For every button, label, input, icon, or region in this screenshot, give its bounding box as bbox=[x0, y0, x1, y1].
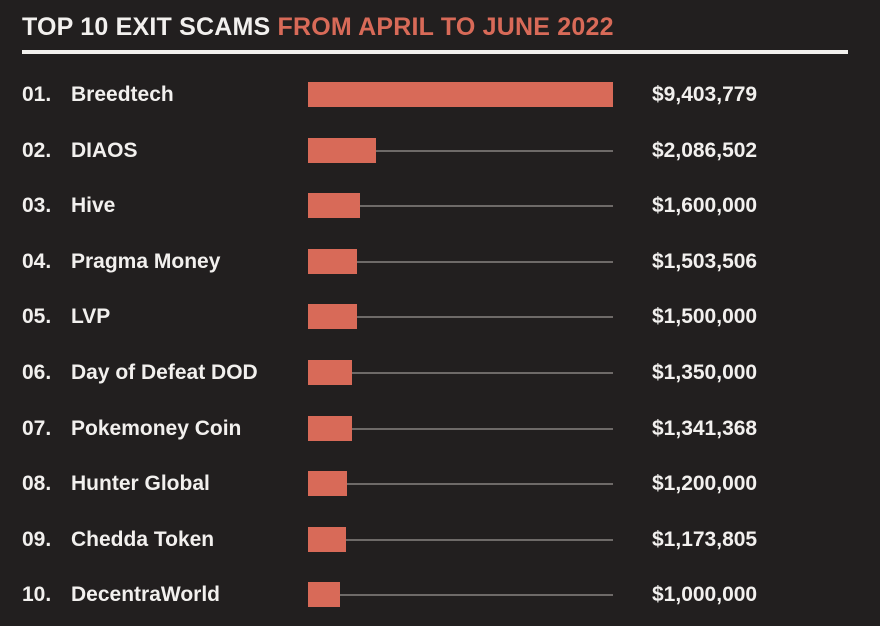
bar-track bbox=[308, 538, 613, 541]
rank-label: 04. bbox=[22, 249, 52, 273]
value-label: $9,403,779 bbox=[652, 83, 758, 106]
chart-row: 09. Chedda Token $1,173,805 bbox=[0, 520, 880, 560]
bar-track bbox=[308, 316, 613, 319]
chart-row: 08. Hunter Global $1,200,000 bbox=[0, 464, 880, 504]
category-label: Hunter Global bbox=[71, 472, 210, 496]
chart-title-accent: FROM APRIL TO JUNE 2022 bbox=[277, 13, 614, 41]
category-label: LVP bbox=[71, 305, 111, 329]
category-label: Breedtech bbox=[71, 83, 174, 106]
bar bbox=[308, 360, 352, 385]
rank-label: 06. bbox=[22, 361, 52, 384]
bar bbox=[308, 193, 360, 219]
value-label: $1,200,000 bbox=[652, 472, 758, 496]
chart-row: 05. LVP $1,500,000 bbox=[0, 297, 880, 337]
rank-label: 05. bbox=[22, 305, 52, 329]
bar-track bbox=[308, 205, 613, 208]
bar bbox=[308, 82, 613, 107]
chart-row: 06. Day of Defeat DOD $1,350,000 bbox=[0, 353, 880, 393]
rank-label: 09. bbox=[22, 527, 52, 551]
rank-label: 03. bbox=[22, 194, 52, 218]
chart-row: 04. Pragma Money $1,503,506 bbox=[0, 242, 880, 282]
category-label: Pragma Money bbox=[71, 249, 221, 273]
bar-track bbox=[308, 594, 613, 597]
category-label: DIAOS bbox=[71, 138, 138, 162]
bar-track bbox=[308, 372, 613, 374]
category-label: DecentraWorld bbox=[71, 583, 220, 607]
rank-label: 02. bbox=[22, 138, 52, 162]
chart-row: 03. Hive $1,600,000 bbox=[0, 186, 880, 226]
value-label: $1,341,368 bbox=[652, 416, 758, 440]
value-label: $1,173,805 bbox=[652, 527, 758, 551]
value-label: $1,500,000 bbox=[652, 305, 758, 329]
chart-row: 07. Pokemoney Coin $1,341,368 bbox=[0, 409, 880, 449]
category-label: Chedda Token bbox=[71, 527, 215, 551]
chart-title-main: TOP 10 EXIT SCAMS bbox=[22, 13, 278, 41]
bar-track bbox=[308, 427, 613, 430]
value-label: $1,000,000 bbox=[652, 583, 758, 607]
bar-track bbox=[308, 260, 613, 263]
chart-row: 02. DIAOS $2,086,502 bbox=[0, 131, 880, 171]
value-label: $2,086,502 bbox=[652, 138, 758, 162]
category-label: Day of Defeat DOD bbox=[71, 361, 258, 384]
title-underline bbox=[22, 50, 848, 54]
bar-track bbox=[308, 149, 613, 152]
bar bbox=[308, 471, 347, 497]
bar bbox=[308, 137, 376, 163]
rank-label: 01. bbox=[22, 83, 52, 106]
category-label: Hive bbox=[71, 194, 116, 218]
bar bbox=[308, 415, 352, 441]
chart-row: 01. Breedtech $9,403,779 bbox=[0, 75, 880, 115]
bar-track bbox=[308, 483, 613, 486]
bar bbox=[308, 248, 357, 274]
bar bbox=[308, 526, 347, 552]
value-label: $1,600,000 bbox=[652, 194, 758, 218]
rank-label: 08. bbox=[22, 472, 52, 496]
chart-title: TOP 10 EXIT SCAMS FROM APRIL TO JUNE 202… bbox=[22, 13, 614, 42]
bar bbox=[308, 304, 357, 330]
rank-label: 07. bbox=[22, 416, 52, 440]
rank-label: 10. bbox=[22, 583, 52, 607]
value-label: $1,503,506 bbox=[652, 249, 758, 273]
value-label: $1,350,000 bbox=[652, 361, 758, 384]
category-label: Pokemoney Coin bbox=[71, 416, 242, 440]
bar bbox=[308, 582, 341, 608]
chart-row: 10. DecentraWorld $1,000,000 bbox=[0, 575, 880, 615]
